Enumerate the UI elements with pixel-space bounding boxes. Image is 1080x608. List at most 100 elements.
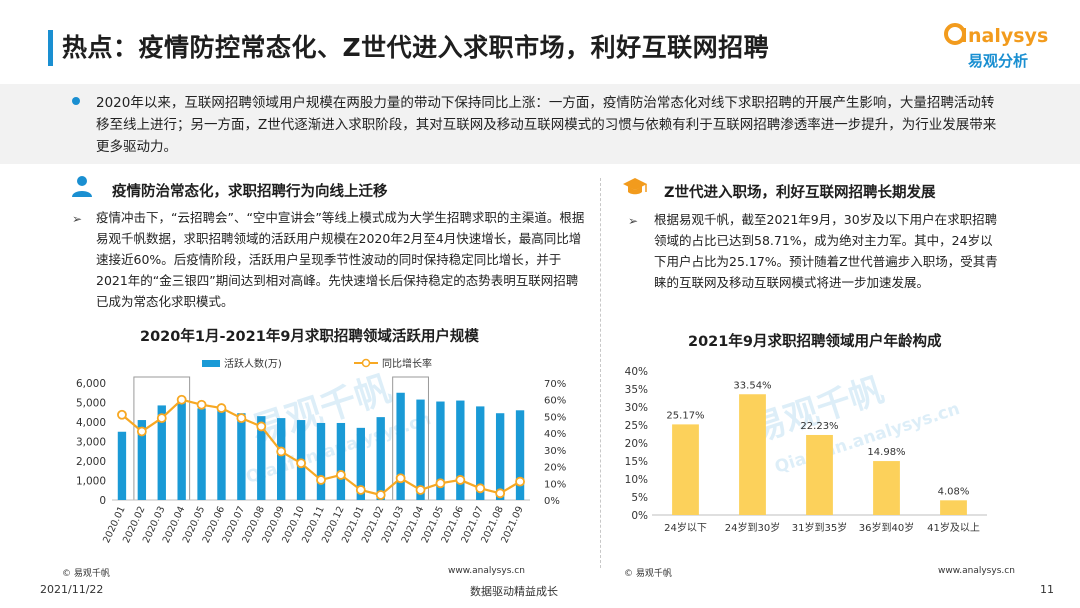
x-tick-label: 36岁到40岁 xyxy=(859,521,914,534)
line-point xyxy=(276,446,287,457)
logo-cn: 易观分析 xyxy=(968,52,1028,70)
y-right-tick-label: 20% xyxy=(544,463,566,474)
line-point xyxy=(256,421,267,432)
line-point xyxy=(196,399,207,410)
left-section-title: 疫情防治常态化，求职招聘行为向线上迁移 xyxy=(112,184,388,200)
bar xyxy=(396,392,405,500)
bar xyxy=(873,461,900,515)
right-bullet-arrow-icon: ➢ xyxy=(628,214,639,228)
y-tick-label: 10% xyxy=(625,474,648,486)
footer-slogan: 数据驱动精益成长 xyxy=(470,585,558,598)
title-accent-bar xyxy=(48,30,53,66)
right-chart: 易观千帆 Qianfan.analysys.cn 0% 5% 10% 15% 20% 25… xyxy=(625,366,987,534)
bar xyxy=(739,394,766,515)
x-tick-label: 24岁到30岁 xyxy=(725,521,780,534)
legend-line-label: 同比增长率 xyxy=(382,357,432,370)
y-right-tick-label: 70% xyxy=(544,379,566,390)
footer-date: 2021/11/22 xyxy=(40,583,104,596)
line-point xyxy=(375,490,386,500)
bar xyxy=(476,406,485,500)
page-title: 热点：疫情防控常态化、Z世代进入求职市场，利好互联网招聘 xyxy=(62,33,770,62)
summary-text: 2020年以来，互联网招聘领域用户规模在两股力量的带动下保持同比上涨：一方面，疫… xyxy=(96,95,997,155)
y-left-tick-label: 5,000 xyxy=(76,398,106,410)
right-site: www.analysys.cn xyxy=(938,566,1015,576)
y-tick-label: 20% xyxy=(625,438,648,450)
y-tick-label: 0% xyxy=(631,510,648,522)
left-bullet-text: 疫情冲击下，“云招聘会”、“空中宣讲会”等线上模式成为大学生招聘求职的主渠道。根… xyxy=(96,210,585,309)
line-point xyxy=(336,470,346,480)
bar xyxy=(257,416,266,500)
logo-text: nalysys xyxy=(968,25,1048,47)
y-tick-label: 5% xyxy=(631,492,648,504)
line-point xyxy=(117,409,127,420)
y-right-tick-label: 30% xyxy=(544,446,566,457)
bar xyxy=(806,434,833,515)
page-number: 11 xyxy=(1040,583,1054,596)
line-point xyxy=(515,476,525,487)
data-label: 22.23% xyxy=(800,421,838,432)
summary-box xyxy=(0,84,1080,164)
y-left-tick-label: 3,000 xyxy=(76,437,106,449)
bar-series xyxy=(117,392,525,500)
bar xyxy=(436,401,445,500)
right-source: © 易观千帆 xyxy=(624,569,672,579)
y-tick-label: 15% xyxy=(625,456,648,468)
line-point xyxy=(136,426,147,437)
x-tick-label: 41岁及以上 xyxy=(927,521,980,534)
section-divider xyxy=(600,178,601,568)
person-icon xyxy=(72,176,92,197)
line-point xyxy=(495,488,506,499)
x-tick-labels: 24岁以下 24岁到30岁 31岁到35岁 36岁到40岁 41岁及以上 xyxy=(664,521,980,534)
left-chart-title: 2020年1月-2021年9月求职招聘领域活跃用户规模 xyxy=(140,329,479,345)
bar xyxy=(117,431,127,500)
left-chart: 易观千帆 Qianfan.analysys.cn 活跃人数(万) 同比增长率 0… xyxy=(76,357,566,545)
bar xyxy=(316,422,326,500)
line-point xyxy=(316,475,326,485)
line-point xyxy=(236,413,247,423)
line-point xyxy=(216,403,227,413)
right-section-title: Z世代进入职场，利好互联网招聘长期发展 xyxy=(664,185,936,201)
bar-series: 25.17% 33.54% 22.23% 14.98% 4.08% xyxy=(666,380,969,515)
bar xyxy=(157,405,166,500)
bar xyxy=(672,424,699,515)
data-label: 33.54% xyxy=(733,380,771,391)
y-right-tick-label: 10% xyxy=(544,479,566,490)
bar xyxy=(495,413,505,500)
line-point xyxy=(395,473,406,484)
summary-bullet-icon xyxy=(72,97,80,105)
y-right-tick-label: 0% xyxy=(544,496,560,507)
data-label: 25.17% xyxy=(666,410,704,421)
bar xyxy=(217,409,226,500)
bar xyxy=(237,413,246,500)
left-site: www.analysys.cn xyxy=(448,566,525,576)
x-tick-label: 31岁到35岁 xyxy=(792,521,847,534)
bar xyxy=(336,422,346,500)
y-left-tick-label: 0 xyxy=(99,495,106,507)
left-source: © 易观千帆 xyxy=(62,569,110,579)
bar xyxy=(137,420,147,500)
line-point xyxy=(296,458,306,469)
bar xyxy=(277,418,286,500)
y-tick-label: 40% xyxy=(625,366,648,378)
line-point xyxy=(435,478,446,489)
right-chart-title: 2021年9月求职招聘领域用户年龄构成 xyxy=(688,334,942,350)
chart-watermark: 易观千帆 Qianfan.analysys.cn xyxy=(747,370,963,477)
y-left-tick-label: 6,000 xyxy=(76,378,106,390)
x-tick-label: 24岁以下 xyxy=(664,521,707,534)
line-point xyxy=(415,485,426,495)
right-bullet-text: 根据易观千帆，截至2021年9月，30岁及以下用户在求职招聘领域的占比已达到58… xyxy=(654,212,998,290)
x-tick-labels: 2020.012020.022020.032020.042020.052020.… xyxy=(101,505,526,545)
line-point xyxy=(355,485,366,495)
legend-bar-swatch xyxy=(202,360,220,367)
y-tick-label: 30% xyxy=(625,402,648,414)
y-tick-label: 35% xyxy=(625,384,648,396)
bar xyxy=(456,400,465,500)
y-right-tick-label: 60% xyxy=(544,396,566,407)
bar xyxy=(376,417,385,500)
bar xyxy=(177,398,186,500)
y-tick-label: 25% xyxy=(625,420,648,432)
analysys-logo: nalysys 易观分析 xyxy=(944,23,1048,70)
graduation-cap-icon xyxy=(623,178,647,195)
line-series xyxy=(117,394,525,500)
y-left-tick-label: 4,000 xyxy=(76,417,106,429)
